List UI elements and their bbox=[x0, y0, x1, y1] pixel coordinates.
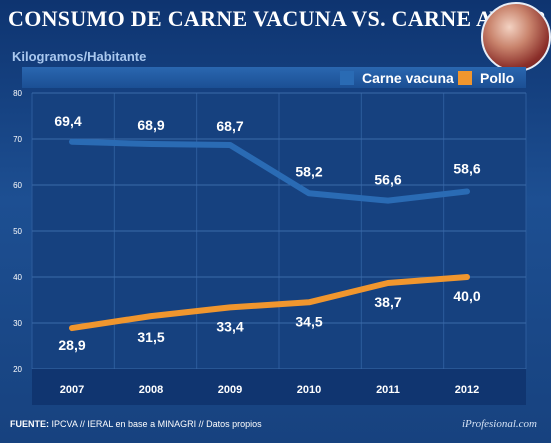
y-tick-label: 70 bbox=[13, 135, 22, 144]
y-tick-label: 40 bbox=[13, 273, 22, 282]
x-axis-band bbox=[32, 369, 526, 405]
source-note: FUENTE: IPCVA // IERAL en base a MINAGRI… bbox=[10, 419, 262, 429]
y-tick-label: 50 bbox=[13, 227, 22, 236]
x-tick-label: 2008 bbox=[139, 384, 163, 396]
data-label: 68,7 bbox=[216, 118, 243, 134]
legend-item-pollo: Pollo bbox=[458, 69, 514, 86]
y-tick-label: 30 bbox=[13, 319, 22, 328]
x-tick-label: 2009 bbox=[218, 384, 242, 396]
data-label: 56,6 bbox=[374, 172, 401, 188]
x-tick-label: 2012 bbox=[455, 384, 479, 396]
data-label: 34,5 bbox=[295, 313, 322, 329]
legend-swatch-pollo bbox=[458, 70, 472, 85]
x-tick-label: 2010 bbox=[297, 384, 321, 396]
data-label: 69,4 bbox=[54, 113, 81, 129]
data-label: 58,6 bbox=[453, 160, 480, 176]
data-label: 28,9 bbox=[58, 337, 85, 353]
legend-item-carne-vacuna: Carne vacuna bbox=[340, 69, 454, 86]
source-prefix: FUENTE: bbox=[10, 419, 49, 429]
legend-label-pollo: Pollo bbox=[480, 69, 515, 86]
data-label: 38,7 bbox=[374, 294, 401, 310]
chart-title: CONSUMO DE CARNE VACUNA VS. CARNE AVIAR bbox=[8, 6, 547, 31]
series-line-carne-vacuna bbox=[69, 138, 470, 204]
legend: Carne vacuna Pollo bbox=[22, 67, 526, 88]
credit: iProfesional.com bbox=[461, 418, 537, 430]
x-tick-label: 2007 bbox=[60, 384, 84, 396]
data-label: 40,0 bbox=[453, 288, 480, 304]
y-tick-label: 20 bbox=[13, 365, 22, 374]
data-label: 68,9 bbox=[137, 117, 164, 133]
source-text: IPCVA // IERAL en base a MINAGRI // Dato… bbox=[51, 419, 262, 429]
legend-swatch-carne-vacuna bbox=[340, 70, 354, 85]
x-tick-label: 2011 bbox=[376, 384, 400, 396]
data-label: 33,4 bbox=[216, 318, 243, 334]
legend-label-carne-vacuna: Carne vacuna bbox=[362, 69, 454, 86]
y-tick-label: 80 bbox=[13, 89, 22, 98]
butcher-photo bbox=[481, 2, 551, 72]
y-tick-label: 60 bbox=[13, 181, 22, 190]
series-line-pollo bbox=[69, 274, 470, 332]
data-label: 58,2 bbox=[295, 163, 322, 179]
data-label: 31,5 bbox=[137, 329, 164, 345]
unit-label: Kilogramos/Habitante bbox=[12, 49, 147, 64]
